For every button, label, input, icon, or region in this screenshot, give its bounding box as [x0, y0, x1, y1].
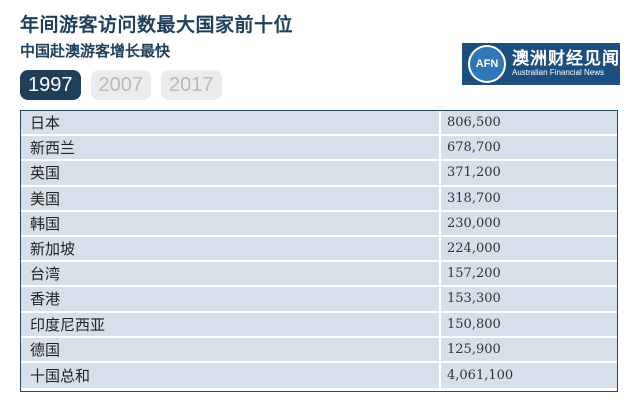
country-cell: 韩国: [21, 211, 439, 235]
value-cell: 125,900: [441, 337, 617, 361]
afn-logo: AFN 澳洲财经见闻 Australian Financial News: [462, 43, 620, 85]
page-subtitle: 中国赴澳游客增长最快: [20, 42, 171, 60]
value-cell: 230,000: [441, 211, 617, 235]
value-cell: 678,700: [441, 136, 617, 160]
tab-2007[interactable]: 2007: [90, 70, 151, 100]
visitor-table: 日本 806,500 新西兰 678,700 英国 371,200 美国 318,700…: [20, 110, 618, 392]
country-cell: 十国总和: [21, 362, 439, 389]
value-cell: 371,200: [441, 161, 617, 185]
table-row: 台湾 157,200: [21, 262, 617, 288]
tab-2017[interactable]: 2017: [161, 70, 222, 100]
table-row: 香港 153,300: [21, 287, 617, 313]
afn-logo-icon: AFN: [468, 45, 506, 83]
value-cell: 4,061,100: [441, 362, 617, 389]
table-row: 英国 371,200: [21, 161, 617, 187]
tab-1997[interactable]: 1997: [20, 70, 81, 100]
table-row: 德国 125,900: [21, 337, 617, 363]
country-cell: 印度尼西亚: [21, 312, 439, 336]
country-cell: 英国: [21, 161, 439, 185]
country-cell: 日本: [21, 111, 439, 135]
country-cell: 德国: [21, 337, 439, 361]
country-cell: 台湾: [21, 262, 439, 286]
logo-name-en: Australian Financial News: [512, 67, 605, 77]
table-row: 韩国 230,000: [21, 211, 617, 237]
logo-text: 澳洲财经见闻 Australian Financial News: [512, 48, 620, 77]
table-row: 印度尼西亚 150,800: [21, 312, 617, 338]
table-row: 日本 806,500: [21, 111, 617, 137]
value-cell: 150,800: [441, 312, 617, 336]
country-cell: 新西兰: [21, 136, 439, 160]
value-cell: 318,700: [441, 186, 617, 210]
country-cell: 美国: [21, 186, 439, 210]
country-cell: 新加坡: [21, 236, 439, 261]
table-row: 美国 318,700: [21, 186, 617, 212]
country-cell: 香港: [21, 287, 439, 311]
page-title: 年间游客访问数最大国家前十位: [20, 14, 294, 36]
value-cell: 153,300: [441, 287, 617, 311]
table-row: 新西兰 678,700: [21, 136, 617, 162]
logo-name-cn: 澳洲财经见闻: [512, 48, 620, 69]
value-cell: 224,000: [441, 236, 617, 261]
year-tabs: 1997 2007 2017: [20, 70, 222, 100]
table-row-total: 十国总和 4,061,100: [21, 362, 617, 389]
value-cell: 157,200: [441, 262, 617, 286]
table-row: 新加坡 224,000: [21, 236, 617, 263]
value-cell: 806,500: [441, 111, 617, 135]
